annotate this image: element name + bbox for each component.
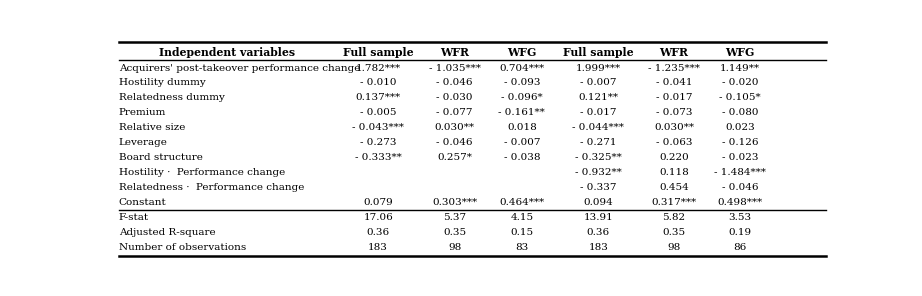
Text: 86: 86 — [733, 243, 747, 252]
Text: - 0.063: - 0.063 — [656, 138, 692, 147]
Text: 0.15: 0.15 — [510, 229, 534, 237]
Text: 98: 98 — [668, 243, 680, 252]
Text: F-stat: F-stat — [119, 213, 149, 223]
Text: - 0.073: - 0.073 — [656, 108, 692, 117]
Text: WFG: WFG — [725, 47, 754, 58]
Text: 0.079: 0.079 — [363, 198, 393, 207]
Text: 183: 183 — [588, 243, 609, 252]
Text: 5.82: 5.82 — [663, 213, 686, 223]
Text: 0.220: 0.220 — [659, 153, 689, 162]
Text: 0.498***: 0.498*** — [717, 198, 762, 207]
Text: 0.317***: 0.317*** — [652, 198, 697, 207]
Text: 0.35: 0.35 — [663, 229, 686, 237]
Text: 183: 183 — [368, 243, 388, 252]
Text: - 0.046: - 0.046 — [436, 138, 473, 147]
Text: 1.999***: 1.999*** — [575, 64, 621, 73]
Text: Constant: Constant — [119, 198, 167, 207]
Text: - 0.105*: - 0.105* — [719, 94, 761, 102]
Text: - 0.046: - 0.046 — [722, 183, 758, 192]
Text: - 0.932**: - 0.932** — [575, 168, 621, 177]
Text: Relative size: Relative size — [119, 123, 185, 132]
Text: Adjusted R-square: Adjusted R-square — [119, 229, 216, 237]
Text: 4.15: 4.15 — [510, 213, 534, 223]
Text: - 0.030: - 0.030 — [436, 94, 473, 102]
Text: - 0.333**: - 0.333** — [355, 153, 402, 162]
Text: 0.137***: 0.137*** — [356, 94, 401, 102]
Text: Full sample: Full sample — [343, 47, 413, 58]
Text: - 0.161**: - 0.161** — [499, 108, 545, 117]
Text: 0.454: 0.454 — [659, 183, 689, 192]
Text: 0.018: 0.018 — [507, 123, 537, 132]
Text: WFR: WFR — [440, 47, 469, 58]
Text: - 0.007: - 0.007 — [503, 138, 540, 147]
Text: - 0.337: - 0.337 — [580, 183, 617, 192]
Text: - 0.007: - 0.007 — [580, 78, 617, 88]
Text: - 0.126: - 0.126 — [722, 138, 758, 147]
Text: Relatedness dummy: Relatedness dummy — [119, 94, 225, 102]
Text: 0.704***: 0.704*** — [500, 64, 544, 73]
Text: - 0.020: - 0.020 — [722, 78, 758, 88]
Text: Acquirers' post-takeover performance change: Acquirers' post-takeover performance cha… — [119, 64, 361, 73]
Text: - 1.235***: - 1.235*** — [648, 64, 700, 73]
Text: Number of observations: Number of observations — [119, 243, 246, 252]
Text: - 0.325**: - 0.325** — [575, 153, 621, 162]
Text: 0.19: 0.19 — [728, 229, 751, 237]
Text: 0.030**: 0.030** — [434, 123, 475, 132]
Text: - 0.041: - 0.041 — [656, 78, 692, 88]
Text: 3.53: 3.53 — [728, 213, 751, 223]
Text: Independent variables: Independent variables — [159, 47, 295, 58]
Text: 0.023: 0.023 — [725, 123, 754, 132]
Text: - 0.044***: - 0.044*** — [573, 123, 624, 132]
Text: 98: 98 — [448, 243, 461, 252]
Text: 13.91: 13.91 — [584, 213, 613, 223]
Text: - 0.023: - 0.023 — [722, 153, 758, 162]
Text: - 0.077: - 0.077 — [436, 108, 473, 117]
Text: 0.35: 0.35 — [443, 229, 467, 237]
Text: 0.464***: 0.464*** — [500, 198, 544, 207]
Text: - 0.017: - 0.017 — [580, 108, 617, 117]
Text: Hostility dummy: Hostility dummy — [119, 78, 206, 88]
Text: 0.257*: 0.257* — [437, 153, 472, 162]
Text: - 0.010: - 0.010 — [360, 78, 396, 88]
Text: 0.36: 0.36 — [367, 229, 390, 237]
Text: - 0.273: - 0.273 — [360, 138, 396, 147]
Text: 17.06: 17.06 — [363, 213, 393, 223]
Text: 0.303***: 0.303*** — [432, 198, 478, 207]
Text: WFG: WFG — [507, 47, 537, 58]
Text: 0.121**: 0.121** — [578, 94, 619, 102]
Text: Board structure: Board structure — [119, 153, 203, 162]
Text: - 0.038: - 0.038 — [503, 153, 540, 162]
Text: 0.36: 0.36 — [586, 229, 609, 237]
Text: Premium: Premium — [119, 108, 166, 117]
Text: - 0.096*: - 0.096* — [501, 94, 543, 102]
Text: - 0.005: - 0.005 — [360, 108, 396, 117]
Text: 0.030**: 0.030** — [654, 123, 694, 132]
Text: - 0.093: - 0.093 — [503, 78, 540, 88]
Text: Hostility ·  Performance change: Hostility · Performance change — [119, 168, 285, 177]
Text: - 0.043***: - 0.043*** — [352, 123, 404, 132]
Text: 0.094: 0.094 — [584, 198, 613, 207]
Text: WFR: WFR — [659, 47, 689, 58]
Text: 1.149**: 1.149** — [720, 64, 760, 73]
Text: - 1.035***: - 1.035*** — [429, 64, 480, 73]
Text: 0.118: 0.118 — [659, 168, 689, 177]
Text: - 0.080: - 0.080 — [722, 108, 758, 117]
Text: Leverage: Leverage — [119, 138, 168, 147]
Text: Relatedness ·  Performance change: Relatedness · Performance change — [119, 183, 304, 192]
Text: 83: 83 — [515, 243, 528, 252]
Text: - 1.484***: - 1.484*** — [714, 168, 765, 177]
Text: - 0.046: - 0.046 — [436, 78, 473, 88]
Text: - 0.271: - 0.271 — [580, 138, 617, 147]
Text: - 0.017: - 0.017 — [656, 94, 692, 102]
Text: 5.37: 5.37 — [443, 213, 467, 223]
Text: Full sample: Full sample — [563, 47, 633, 58]
Text: 1.782***: 1.782*** — [356, 64, 401, 73]
